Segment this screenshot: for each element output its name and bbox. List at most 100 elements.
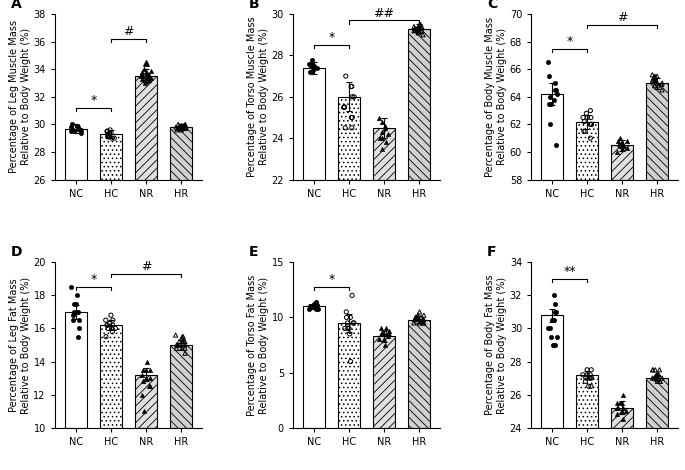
Text: A: A (11, 0, 21, 11)
Bar (338, 323, 360, 428)
Point (346, 114, 357, 121)
Point (651, 79, 662, 87)
Point (586, 366, 597, 374)
Point (171, 345, 182, 352)
Point (648, 75, 659, 83)
Point (617, 404, 628, 412)
Point (73, 325, 84, 332)
Point (66, 283, 77, 291)
Point (613, 404, 624, 412)
Point (586, 121, 597, 128)
Point (338, 103, 349, 111)
Point (384, 327, 395, 334)
Point (349, 319, 360, 327)
Point (410, 25, 421, 32)
Point (416, 25, 427, 32)
Text: **: ** (563, 265, 576, 278)
Point (310, 298, 321, 306)
Point (343, 325, 354, 332)
Text: #: # (617, 11, 627, 24)
Point (138, 366, 149, 374)
Point (373, 336, 384, 343)
Point (178, 122, 189, 130)
Point (173, 121, 184, 128)
Point (349, 93, 360, 101)
Point (72, 291, 83, 299)
Point (347, 93, 358, 101)
Point (647, 366, 658, 374)
Point (580, 377, 591, 385)
Point (376, 330, 387, 338)
Point (310, 303, 321, 310)
Point (647, 77, 658, 84)
Point (649, 78, 660, 86)
Point (549, 300, 560, 307)
Point (377, 128, 388, 136)
Point (107, 321, 118, 329)
Point (617, 139, 628, 146)
Bar (576, 122, 598, 180)
Point (74, 126, 85, 133)
Point (649, 374, 660, 382)
Point (551, 90, 562, 98)
Point (102, 321, 113, 329)
Point (413, 29, 424, 37)
Point (68, 316, 79, 324)
Point (617, 415, 628, 423)
Point (306, 303, 316, 310)
Text: #: # (140, 260, 151, 273)
Point (108, 316, 119, 324)
Point (105, 312, 116, 319)
Point (177, 333, 188, 340)
Y-axis label: Percentage of Leg Muscle Mass
Relative to Body Weight (%): Percentage of Leg Muscle Mass Relative t… (9, 20, 31, 173)
Point (177, 345, 188, 352)
Point (414, 21, 425, 28)
Point (179, 122, 190, 130)
Point (651, 79, 662, 87)
Point (179, 338, 190, 345)
Point (178, 338, 189, 345)
Point (586, 121, 597, 128)
Point (71, 300, 82, 307)
Point (104, 130, 115, 138)
Point (551, 308, 562, 316)
Point (379, 341, 390, 349)
Point (144, 71, 155, 78)
Point (106, 134, 117, 142)
Point (306, 68, 317, 76)
Bar (611, 145, 633, 180)
Point (653, 82, 664, 90)
Point (379, 124, 390, 132)
Point (307, 60, 318, 68)
Point (414, 23, 425, 30)
Point (649, 74, 660, 81)
Bar (170, 127, 192, 180)
Point (657, 79, 668, 87)
Point (584, 374, 595, 382)
Point (102, 127, 113, 135)
Point (309, 62, 320, 70)
Point (179, 341, 190, 349)
Point (72, 308, 83, 316)
Point (101, 333, 112, 340)
Point (417, 316, 428, 323)
Point (549, 291, 560, 299)
Point (416, 23, 427, 30)
Point (309, 300, 320, 308)
Point (545, 93, 556, 101)
Y-axis label: Percentage of Torso Fat Mass
Relative to Body Weight (%): Percentage of Torso Fat Mass Relative to… (247, 274, 269, 415)
Point (649, 374, 660, 382)
Point (614, 399, 625, 407)
Point (142, 358, 153, 365)
Bar (135, 76, 157, 180)
Point (345, 313, 356, 321)
Point (612, 411, 623, 418)
Point (412, 312, 423, 319)
Point (176, 122, 187, 130)
Point (303, 60, 314, 68)
Point (651, 72, 662, 80)
Bar (65, 128, 87, 180)
Point (655, 377, 666, 385)
Point (142, 72, 153, 80)
Y-axis label: Percentage of Body Muscle Mass
Relative to Body Weight (%): Percentage of Body Muscle Mass Relative … (486, 17, 507, 177)
